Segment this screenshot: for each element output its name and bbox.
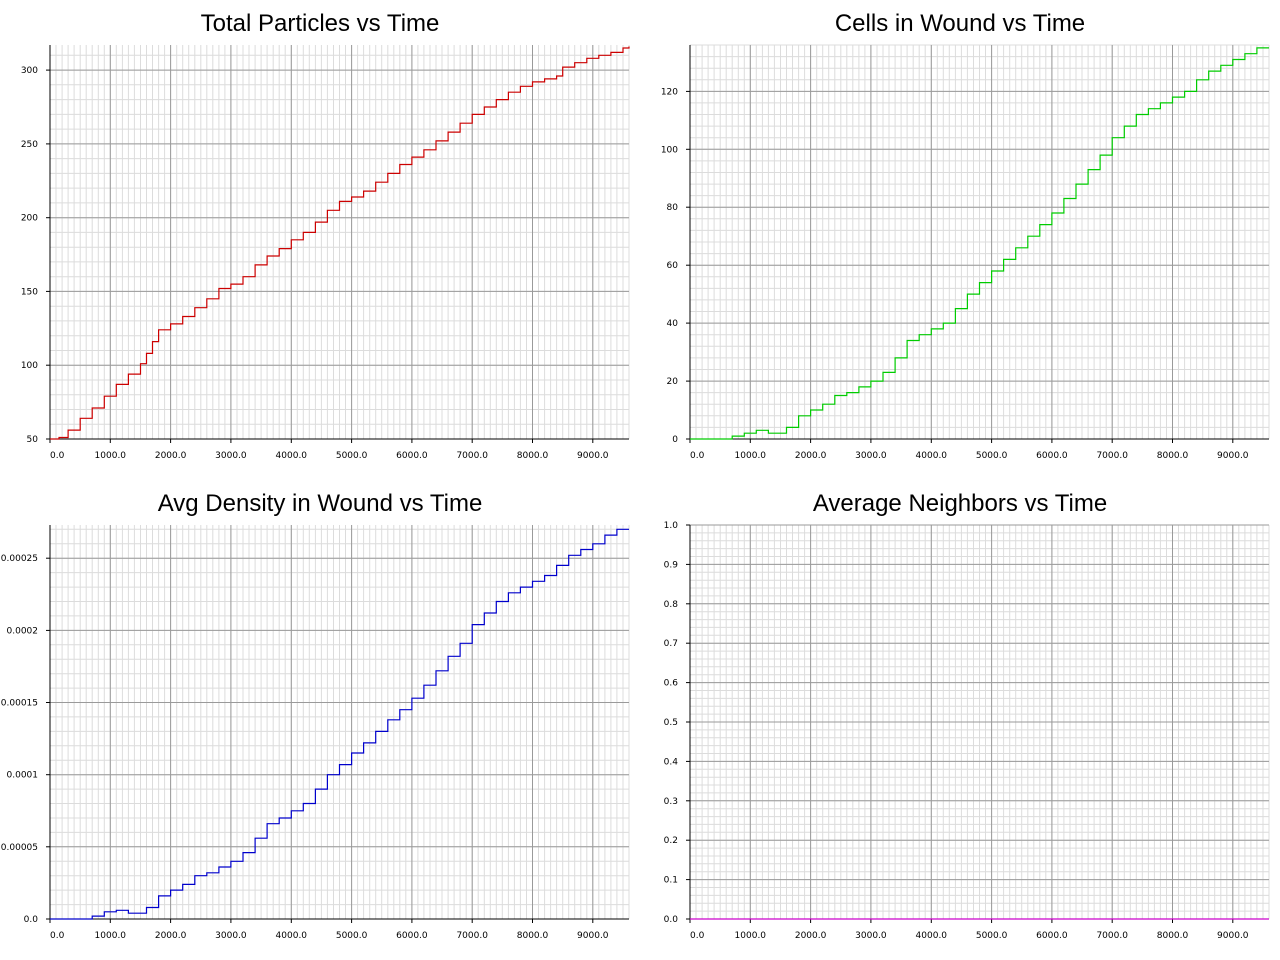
x-tick-label: 4000.0	[276, 451, 308, 461]
x-tick-label: 8000.0	[517, 451, 549, 461]
y-tick-label: 0.0002	[7, 626, 39, 636]
y-tick-label: 0.1	[664, 876, 678, 886]
x-tick-label: 6000.0	[396, 451, 428, 461]
x-tick-label: 2000.0	[155, 931, 187, 941]
y-tick-label: 60	[667, 261, 679, 271]
chart-title: Average Neighbors vs Time	[812, 490, 1108, 517]
x-tick-label: 1000.0	[95, 451, 127, 461]
x-tick-label: 0.0	[50, 451, 65, 461]
y-tick-label: 250	[21, 140, 38, 150]
y-tick-label: 0.0001	[7, 771, 39, 781]
y-tick-label: 0.7	[664, 639, 678, 649]
series-line	[50, 46, 630, 440]
grid	[689, 524, 1270, 920]
chart-title: Cells in Wound vs Time	[834, 10, 1086, 37]
y-tick-label: 0.4	[664, 757, 679, 767]
chart-panel-cells-in-wound: Cells in Wound vs Time 0.0 1000.0 2000.0 30…	[640, 0, 1280, 480]
y-tick-label: 0.00005	[1, 843, 38, 853]
y-tick-label: 120	[661, 87, 678, 97]
chart-panel-avg-density: Avg Density in Wound vs Time 0.0 1000.0 20…	[0, 480, 640, 960]
x-tick-label: 2000.0	[155, 451, 187, 461]
chart-panel-average-neighbors: Average Neighbors vs Time 0.0 1000.0 2000.…	[640, 480, 1280, 960]
x-tick-label: 4000.0	[276, 931, 308, 941]
x-tick-label: 6000.0	[396, 931, 428, 941]
x-tick-label: 4000.0	[916, 931, 948, 941]
x-tick-label: 5000.0	[976, 931, 1008, 941]
chart-cells-in-wound: 0.0 1000.0 2000.0 3000.0 4000.0 5000.0 6000.0 7…	[661, 44, 1270, 461]
x-tick-label: 5000.0	[976, 451, 1008, 461]
x-tick-label: 9000.0	[577, 451, 609, 461]
x-tick-label: 5000.0	[336, 451, 368, 461]
x-tick-label: 9000.0	[1217, 451, 1249, 461]
x-tick-label: 4000.0	[916, 451, 948, 461]
x-tick-label: 9000.0	[577, 931, 609, 941]
y-tick-label: 0.5	[664, 718, 678, 728]
x-tick-label: 0.0	[690, 451, 705, 461]
x-tick-label: 1000.0	[95, 931, 127, 941]
grid	[49, 525, 630, 920]
x-tick-label: 3000.0	[855, 931, 887, 941]
y-tick-label: 0.00025	[1, 554, 38, 564]
y-tick-label: 150	[21, 287, 38, 297]
y-tick-label: 80	[667, 203, 679, 213]
chart-title: Avg Density in Wound vs Time	[157, 490, 483, 517]
x-tick-label: 2000.0	[795, 931, 827, 941]
y-tick-label: 100	[661, 145, 678, 155]
chart-title: Total Particles vs Time	[200, 10, 440, 37]
x-tick-label: 0.0	[50, 931, 65, 941]
y-tick-label: 0.2	[664, 836, 678, 846]
x-tick-label: 1000.0	[735, 451, 767, 461]
y-tick-label: 0.3	[664, 797, 678, 807]
chart-total-particles: 0.0 1000.0 2000.0 3000.0 4000.0 5000.0 6000.0 7…	[21, 45, 630, 461]
x-tick-label: 0.0	[690, 931, 705, 941]
y-tick-label: 0.00015	[1, 699, 38, 709]
grid	[49, 45, 630, 440]
x-tick-label: 5000.0	[336, 931, 368, 941]
y-tick-label: 0	[672, 435, 678, 445]
x-tick-label: 8000.0	[1157, 931, 1189, 941]
x-tick-label: 7000.0	[456, 451, 488, 461]
x-tick-label: 1000.0	[735, 931, 767, 941]
chart-avg-density: 0.0 1000.0 2000.0 3000.0 4000.0 5000.0 6000.0 7…	[1, 525, 630, 941]
series-line	[50, 528, 629, 920]
x-tick-label: 9000.0	[1217, 931, 1249, 941]
y-tick-label: 0.8	[664, 600, 679, 610]
x-tick-label: 6000.0	[1036, 451, 1068, 461]
y-tick-label: 0.6	[664, 679, 679, 689]
y-tick-label: 1.0	[664, 521, 679, 531]
x-tick-label: 7000.0	[1096, 931, 1128, 941]
x-tick-label: 3000.0	[215, 451, 247, 461]
y-tick-label: 300	[21, 66, 38, 76]
y-tick-label: 0.0	[664, 915, 679, 925]
chart-panel-total-particles: Total Particles vs Time 0.0 1000.0 2000.0 3…	[0, 0, 640, 480]
x-tick-label: 7000.0	[456, 931, 488, 941]
x-tick-label: 2000.0	[795, 451, 827, 461]
x-tick-label: 8000.0	[1157, 451, 1189, 461]
y-tick-label: 50	[27, 435, 39, 445]
y-tick-label: 40	[667, 319, 679, 329]
x-tick-label: 3000.0	[855, 451, 887, 461]
series-line	[690, 47, 1269, 440]
y-tick-label: 20	[667, 377, 679, 387]
y-tick-label: 0.0	[24, 915, 39, 925]
x-tick-label: 6000.0	[1036, 931, 1068, 941]
y-tick-label: 200	[21, 214, 38, 224]
chart-average-neighbors: 0.0 1000.0 2000.0 3000.0 4000.0 5000.0 6000.0 7…	[664, 521, 1270, 941]
x-tick-label: 3000.0	[215, 931, 247, 941]
x-tick-label: 7000.0	[1096, 451, 1128, 461]
y-tick-label: 100	[21, 361, 38, 371]
grid	[689, 44, 1270, 440]
y-tick-label: 0.9	[664, 560, 679, 570]
x-tick-label: 8000.0	[517, 931, 549, 941]
